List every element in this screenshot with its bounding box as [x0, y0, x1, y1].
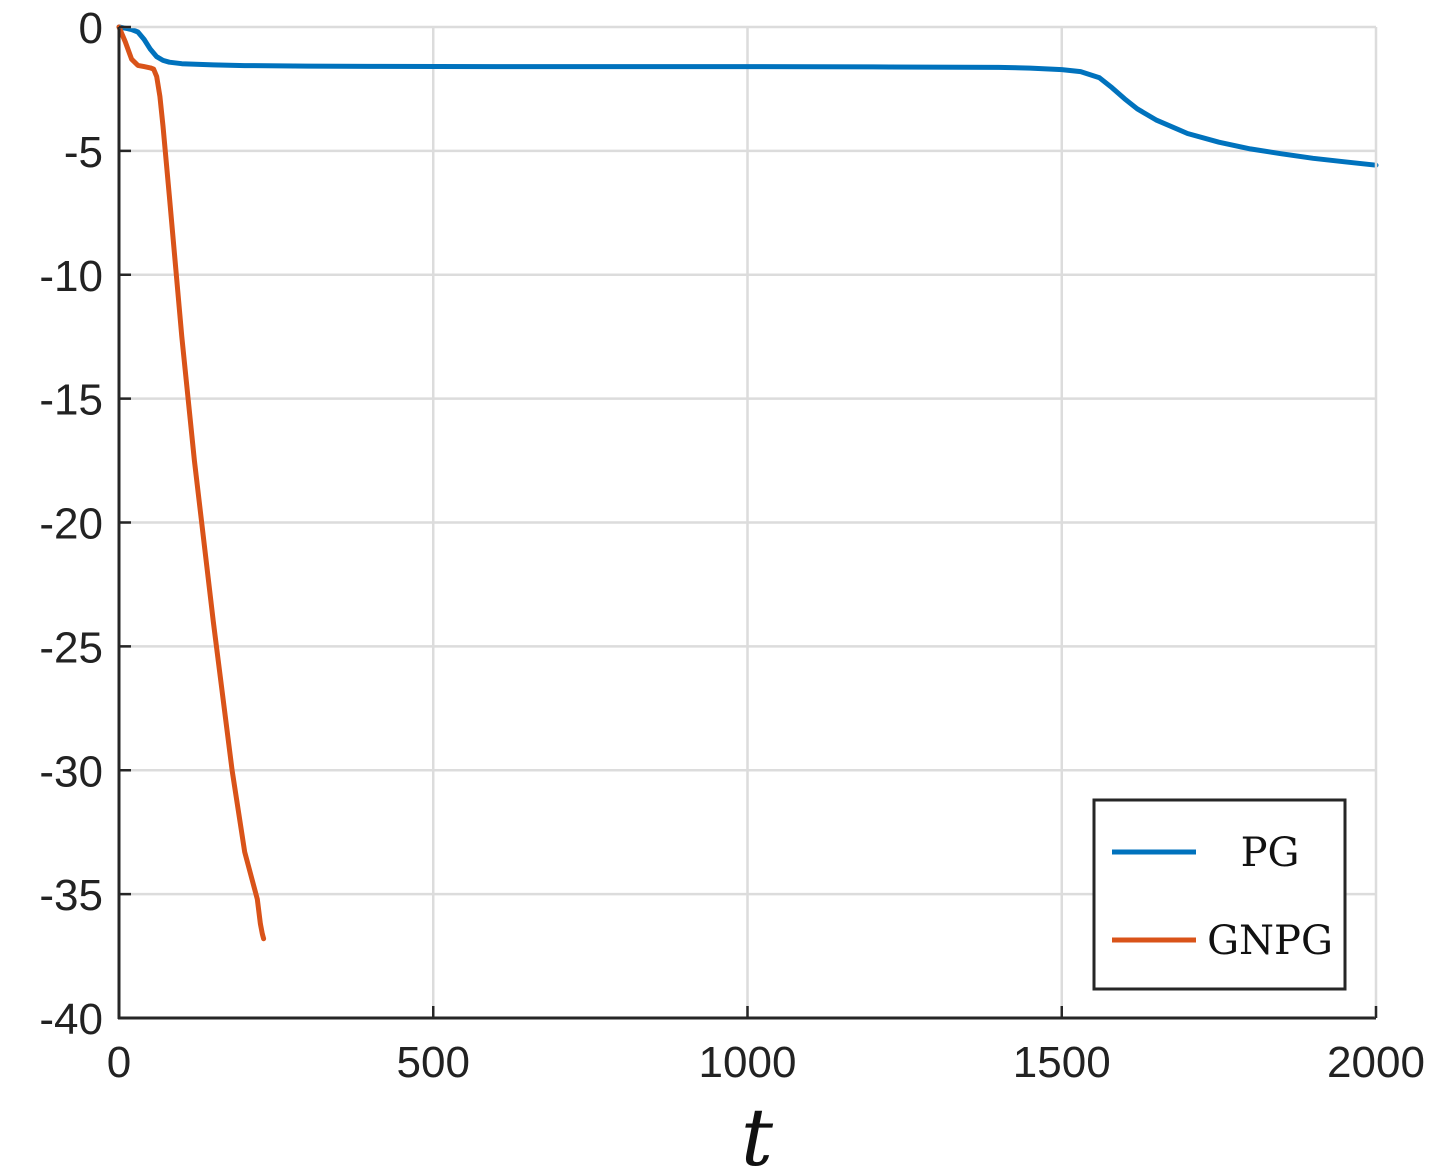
- legend-box: [1092, 798, 1347, 991]
- y-tick-label-3: -15: [39, 376, 103, 425]
- legend-label-gnpg: GNPG: [1207, 918, 1333, 964]
- x-tick-label-2: 1000: [699, 1038, 797, 1087]
- x-tick-label-1: 500: [397, 1038, 470, 1087]
- x-tick-label-4: 2000: [1327, 1038, 1425, 1087]
- x-tick-label-3: 1500: [1013, 1038, 1111, 1087]
- y-tick-label-7: -35: [39, 871, 103, 920]
- x-axis-label: t: [741, 1091, 774, 1176]
- series-line-gnpg: [116, 24, 267, 942]
- legend: PG GNPG: [1092, 798, 1347, 991]
- y-tick-label-0: 0: [79, 4, 103, 53]
- y-tick-label-4: -20: [39, 500, 103, 549]
- legend-label-pg: PG: [1241, 830, 1300, 876]
- y-tick-label-8: -40: [39, 995, 103, 1044]
- series-line-pg: [116, 24, 1379, 168]
- y-tick-label-1: -5: [64, 128, 103, 177]
- series-lines: [116, 24, 1379, 942]
- tick-labels: 0 500 1000 1500 2000 0 -5 -10 -15 -20 -25 -30 -35 -40: [39, 4, 1425, 1087]
- x-tick-label-0: 0: [107, 1038, 131, 1087]
- y-tick-label-5: -25: [39, 623, 103, 672]
- axes: [117, 25, 1378, 1020]
- y-tick-label-2: -10: [39, 252, 103, 301]
- y-tick-label-6: -30: [39, 747, 103, 796]
